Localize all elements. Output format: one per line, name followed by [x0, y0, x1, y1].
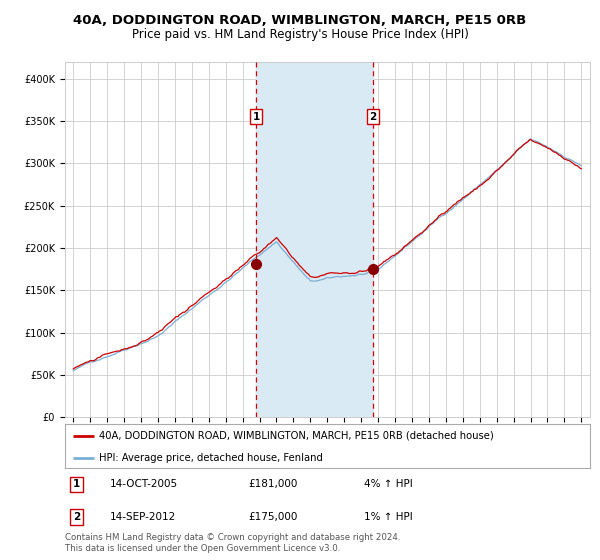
Text: 1: 1 — [253, 111, 260, 122]
Text: 1% ↑ HPI: 1% ↑ HPI — [364, 512, 413, 522]
Text: 2: 2 — [370, 111, 377, 122]
Text: Price paid vs. HM Land Registry's House Price Index (HPI): Price paid vs. HM Land Registry's House … — [131, 28, 469, 41]
Text: Contains HM Land Registry data © Crown copyright and database right 2024.
This d: Contains HM Land Registry data © Crown c… — [65, 533, 400, 553]
Text: 14-OCT-2005: 14-OCT-2005 — [109, 479, 178, 489]
Text: 1: 1 — [73, 479, 80, 489]
Text: HPI: Average price, detached house, Fenland: HPI: Average price, detached house, Fenl… — [99, 453, 323, 463]
Text: £175,000: £175,000 — [248, 512, 298, 522]
Text: 14-SEP-2012: 14-SEP-2012 — [109, 512, 176, 522]
Text: 40A, DODDINGTON ROAD, WIMBLINGTON, MARCH, PE15 0RB (detached house): 40A, DODDINGTON ROAD, WIMBLINGTON, MARCH… — [99, 431, 494, 441]
Text: 4% ↑ HPI: 4% ↑ HPI — [364, 479, 413, 489]
Text: 40A, DODDINGTON ROAD, WIMBLINGTON, MARCH, PE15 0RB: 40A, DODDINGTON ROAD, WIMBLINGTON, MARCH… — [73, 14, 527, 27]
Text: 2: 2 — [73, 512, 80, 522]
Text: £181,000: £181,000 — [248, 479, 298, 489]
Bar — [256, 62, 373, 417]
